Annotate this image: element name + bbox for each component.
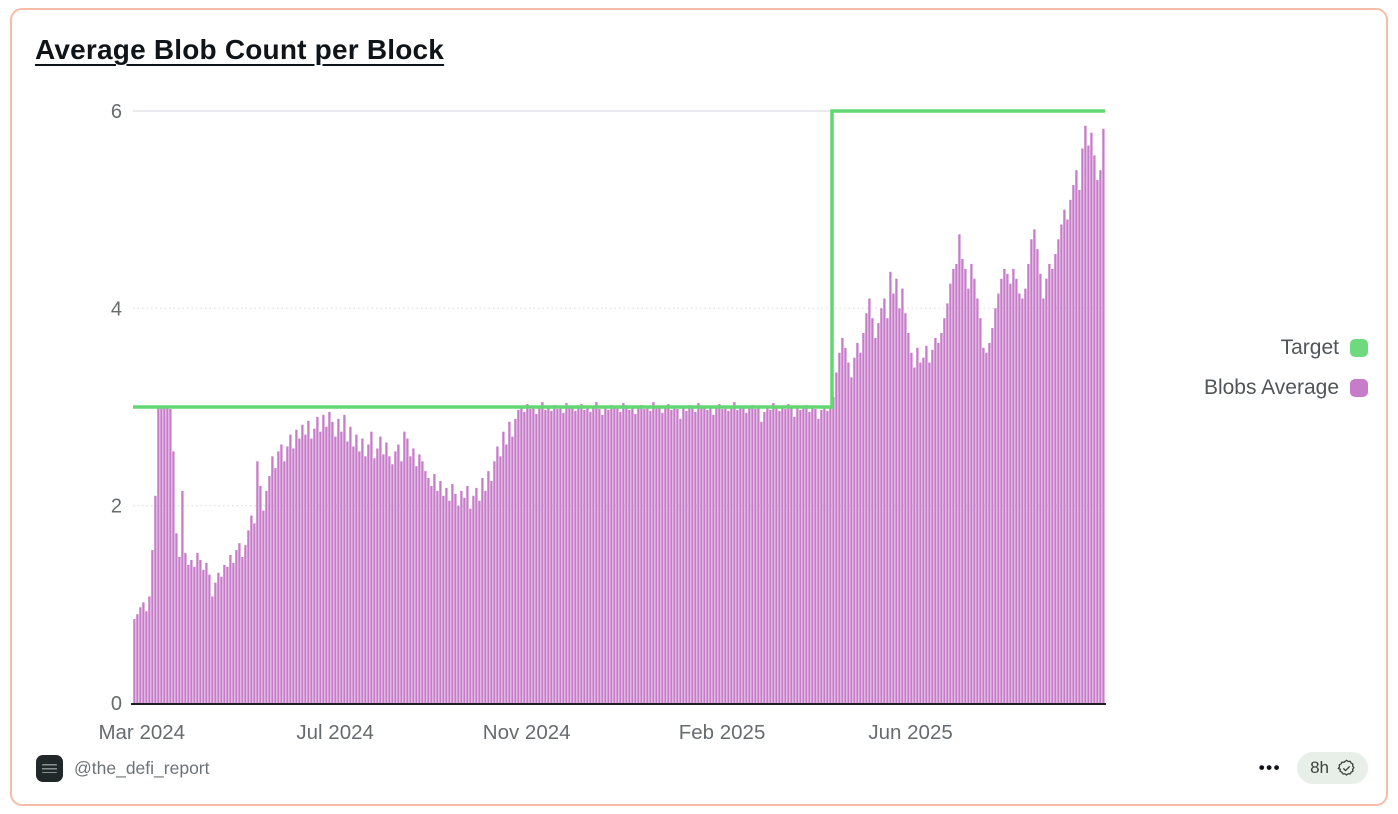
chart-title: Average Blob Count per Block — [35, 34, 445, 65]
legend-swatch-blobs-average — [1350, 378, 1368, 397]
x-tick-label: Mar 2024 — [98, 721, 185, 744]
verified-seal-icon — [1337, 759, 1355, 776]
x-axis-labels: Mar 2024 Jul 2024 Nov 2024 Feb 2025 Jun 2025 — [98, 721, 952, 744]
time-badge[interactable]: 8h — [1297, 752, 1368, 784]
y-tick-label: 0 — [111, 693, 122, 715]
legend-item-blobs-average: Blobs Average — [1204, 371, 1368, 404]
x-tick-label: Feb 2025 — [679, 721, 766, 744]
avatar[interactable] — [36, 754, 63, 782]
legend-item-target: Target — [1204, 331, 1368, 364]
y-axis-labels: 0 2 4 6 — [111, 101, 122, 715]
chart-legend: Target Blobs Average — [1204, 331, 1368, 404]
x-tick-label: Jul 2024 — [296, 721, 374, 744]
y-tick-label: 4 — [111, 298, 122, 320]
x-tick-label: Jun 2025 — [868, 721, 952, 744]
y-tick-label: 6 — [111, 101, 122, 123]
account-handle[interactable]: @the_defi_report — [74, 757, 210, 778]
legend-label-blobs-average: Blobs Average — [1203, 375, 1339, 399]
x-tick-label: Nov 2024 — [483, 721, 571, 744]
legend-swatch-target — [1350, 338, 1368, 357]
target-line — [133, 109, 1105, 409]
y-tick-label: 2 — [111, 496, 122, 518]
time-label: 8h — [1310, 758, 1329, 777]
bars-group — [133, 125, 1105, 704]
post-footer: @the_defi_report ••• 8h — [36, 750, 1368, 786]
more-options-icon[interactable]: ••• — [1258, 758, 1282, 777]
legend-label-target: Target — [1280, 335, 1339, 359]
